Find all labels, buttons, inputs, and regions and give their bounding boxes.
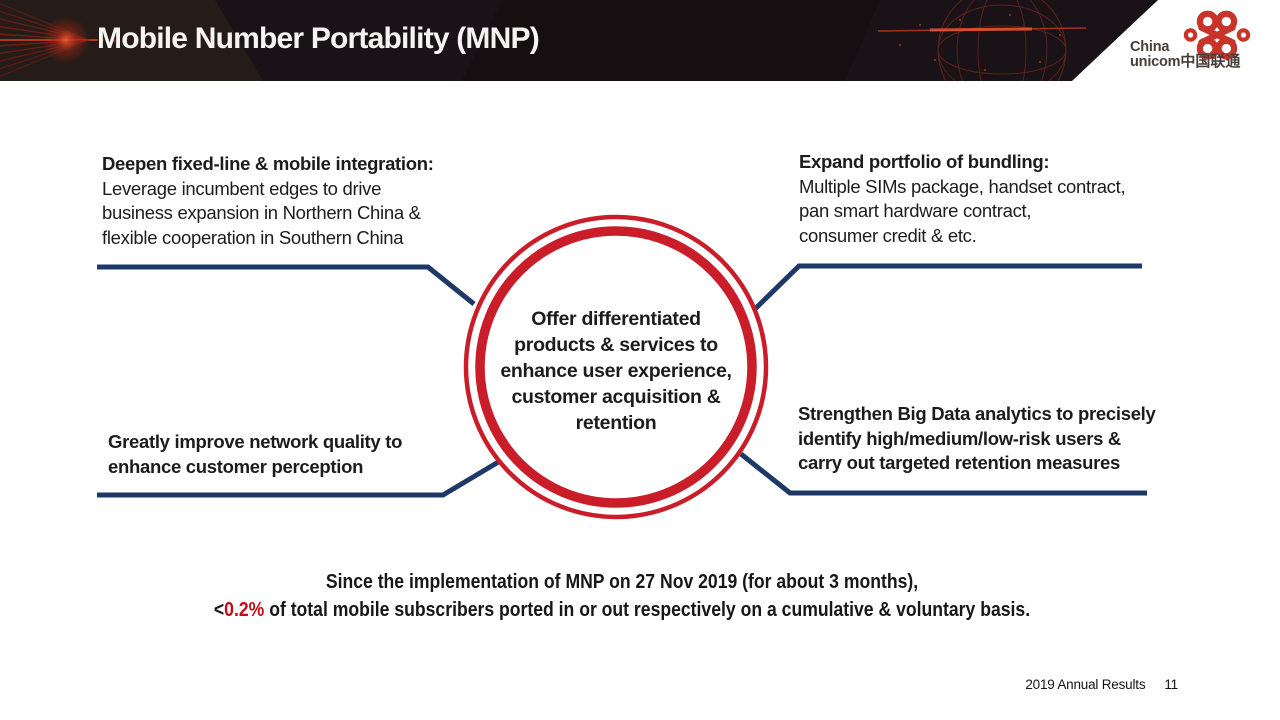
mnp-summary-statement: Since the implementation of MNP on 27 No… — [75, 568, 1170, 624]
fractal-dots — [100, 37, 129, 43]
block-heading-line: enhance customer perception — [108, 455, 364, 477]
block-body-line: flexible cooperation in Southern China — [102, 226, 404, 248]
globe-streak-core — [929, 27, 1033, 32]
circle-text-line: enhance user experience, — [500, 360, 732, 382]
logo-wordmark: China unicom中国联通 — [1130, 39, 1241, 70]
statement-line2: <0.2% of total mobile subscribers ported… — [75, 596, 1170, 624]
statement-prefix: < — [213, 599, 225, 621]
block-body-line: Multiple SIMs package, handset contract, — [799, 175, 1126, 197]
block-bundling-portfolio: Expand portfolio of bundling: Multiple S… — [799, 150, 1126, 248]
block-big-data-analytics: Strengthen Big Data analytics to precise… — [798, 402, 1156, 476]
circle-text-line: products & services to — [514, 334, 718, 356]
block-heading: Expand portfolio of bundling: — [799, 151, 1050, 172]
header-mid-shade — [462, 0, 880, 81]
block-body-line: business expansion in Northern China & — [102, 202, 421, 223]
statement-line1: Since the implementation of MNP on 27 No… — [325, 571, 919, 593]
block-fixed-line-integration: Deepen fixed-line & mobile integration: … — [102, 152, 434, 250]
globe-dots — [898, 13, 1062, 72]
statement-rest: of total mobile subscribers ported in or… — [264, 599, 1031, 621]
china-unicom-logo: China unicom中国联通 — [1128, 0, 1276, 81]
statement-highlight-value: 0.2% — [224, 599, 265, 621]
block-body-line: consumer credit & etc. — [799, 224, 977, 246]
logo-brand-cjk: 中国联通 — [1180, 52, 1241, 70]
circle-text-line: Offer differentiated — [531, 308, 701, 330]
center-circle-text: Offer differentiated products & services… — [466, 306, 766, 436]
page-number: 11 — [1164, 677, 1178, 692]
china-unicom-knot-icon — [1183, 10, 1251, 60]
network-globe-decoration — [937, 0, 1067, 81]
header-bar: Mobile Number Portability (MNP) China un… — [0, 0, 1280, 81]
fractal-core-glow — [42, 16, 90, 64]
block-heading-line: Greatly improve network quality to — [108, 431, 403, 452]
header-decoration — [0, 0, 1280, 81]
circle-text-line: customer acquisition & — [511, 386, 721, 408]
block-body-line: Leverage incumbent edges to drive — [102, 177, 382, 199]
header-white-wedge — [1072, 0, 1280, 81]
block-body-line: pan smart hardware contract, — [799, 200, 1032, 221]
block-heading-line: Strengthen Big Data analytics to precise… — [798, 403, 1156, 424]
block-heading-line: identify high/medium/low-risk users & — [798, 427, 1121, 449]
block-heading: Deepen fixed-line & mobile integration: — [102, 153, 434, 174]
block-heading-line: carry out targeted retention measures — [798, 452, 1121, 473]
logo-brand-line1: China — [1130, 39, 1170, 55]
slide-footer: 2019 Annual Results 11 — [1025, 677, 1178, 692]
page-title: Mobile Number Portability (MNP) — [97, 22, 540, 55]
connector-line-top-left — [97, 264, 476, 306]
circle-text-line: retention — [575, 412, 657, 434]
block-network-quality: Greatly improve network quality to enhan… — [108, 430, 402, 479]
logo-brand-line2: unicom中国联通 — [1130, 52, 1241, 70]
footer-report-label: 2019 Annual Results — [1025, 677, 1146, 692]
connector-line-top-right — [753, 263, 1142, 311]
